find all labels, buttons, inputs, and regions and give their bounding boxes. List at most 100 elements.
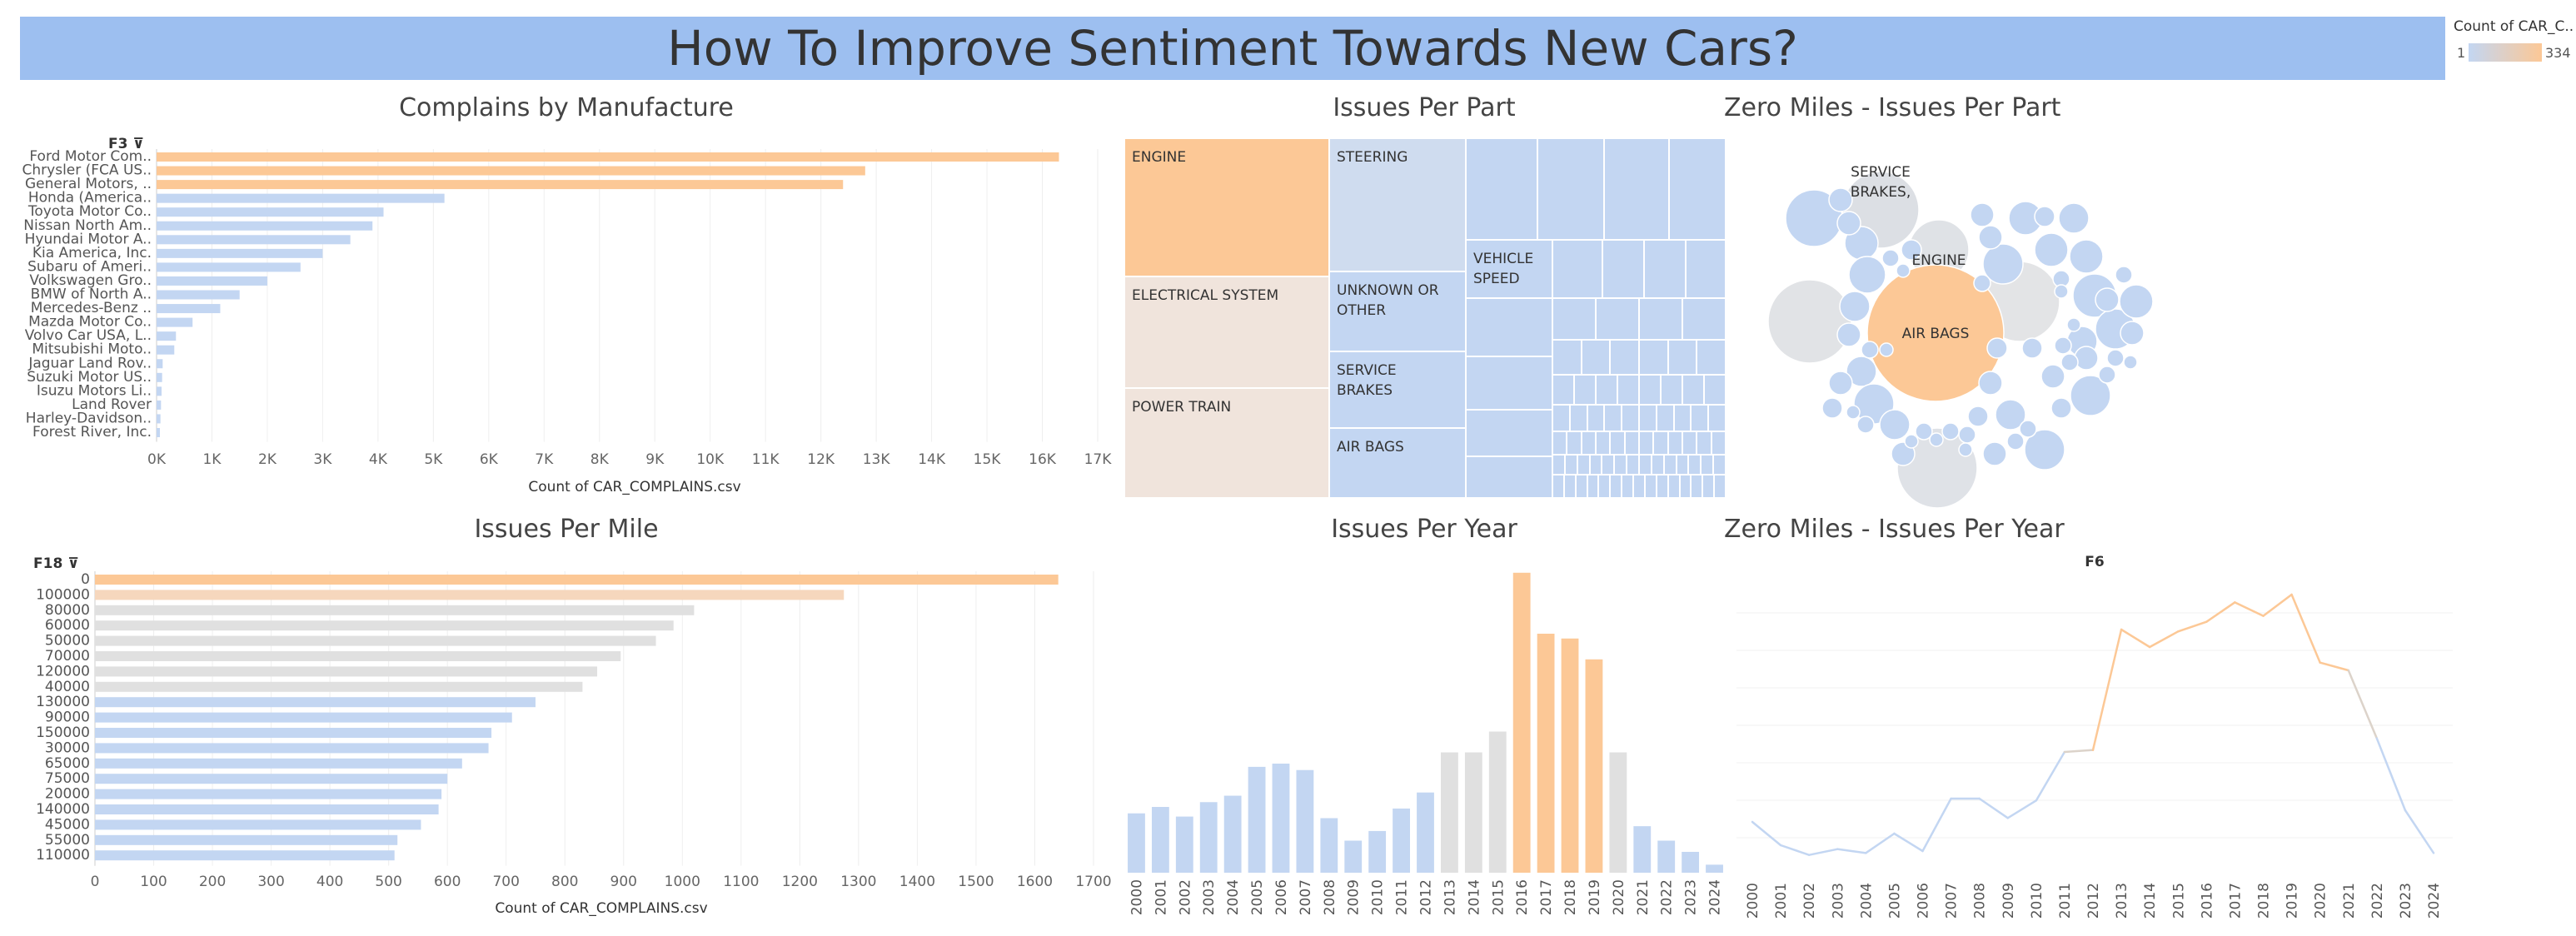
treemap-cell-small[interactable] <box>1663 455 1677 475</box>
treemap-cell-air-bags[interactable]: AIR BAGS <box>1329 428 1466 498</box>
treemap-cell-small[interactable] <box>1697 340 1726 375</box>
treemap-cell-vehicle-speed[interactable]: VEHICLE SPEED <box>1466 240 1552 298</box>
treemap-cell-small[interactable] <box>1610 475 1622 498</box>
treemap-cell-small[interactable] <box>1639 455 1652 475</box>
treemap-cell-small[interactable] <box>1614 455 1627 475</box>
treemap-cell-small[interactable] <box>1714 475 1726 498</box>
treemap-cell-small[interactable] <box>1651 455 1664 475</box>
parts-bubble-chart[interactable]: SERVICE BRAKES, ENGINE AIR BAGS <box>1732 125 2315 508</box>
treemap-cell-small[interactable] <box>1577 455 1590 475</box>
treemap-cell-small[interactable] <box>1604 405 1622 431</box>
treemap-cell-small[interactable] <box>1610 431 1625 455</box>
treemap-cell-small[interactable] <box>1563 475 1576 498</box>
treemap-cell-small[interactable] <box>1701 455 1714 475</box>
treemap-cell-small[interactable] <box>1702 475 1715 498</box>
treemap-cell-small[interactable] <box>1644 475 1657 498</box>
treemap-cell-small[interactable] <box>1552 240 1602 298</box>
treemap-cell-small[interactable] <box>1466 456 1552 498</box>
treemap-cell-small[interactable] <box>1644 240 1686 298</box>
treemap-cell-small[interactable] <box>1589 455 1602 475</box>
treemap-cell-small[interactable] <box>1596 431 1611 455</box>
treemap-cell-small[interactable] <box>1708 405 1726 431</box>
treemap-cell-small[interactable] <box>1682 375 1704 405</box>
treemap-cell-power-train[interactable]: POWER TRAIN <box>1124 388 1329 498</box>
treemap-cell-small[interactable] <box>1466 356 1552 410</box>
treemap-cell-small[interactable] <box>1669 138 1726 240</box>
treemap-cell-small[interactable] <box>1596 298 1639 340</box>
treemap-cell-small[interactable] <box>1604 138 1669 240</box>
treemap-cell-small[interactable] <box>1679 475 1692 498</box>
years-bar-chart[interactable]: 2000 2001 2002 2003 2004 2005 2006 2007 2008 2009… <box>1120 550 1736 936</box>
treemap-cell-small[interactable] <box>1466 410 1552 456</box>
treemap-cell-small[interactable] <box>1667 340 1697 375</box>
treemap-cell-small[interactable] <box>1622 405 1639 431</box>
treemap-cell-small[interactable] <box>1567 431 1582 455</box>
treemap-cell-small[interactable] <box>1587 475 1599 498</box>
treemap-cell-small[interactable] <box>1667 475 1680 498</box>
treemap-cell-small[interactable] <box>1691 405 1709 431</box>
year-tick-label: 2009 <box>1346 879 1363 915</box>
treemap-cell-small[interactable] <box>1682 431 1697 455</box>
manufacturer-bar-chart[interactable]: 0K 1K 2K 3K 4K 5K 6K 7K 8K 9K 10K 11K 12K 13K 14K 15K 16… <box>0 125 1120 500</box>
treemap-cell-small[interactable] <box>1686 240 1726 298</box>
treemap-cell-small[interactable] <box>1466 298 1552 356</box>
treemap-cell-small[interactable] <box>1704 375 1726 405</box>
treemap-cell-engine[interactable]: ENGINE <box>1124 138 1329 276</box>
treemap-cell-small[interactable] <box>1673 405 1692 431</box>
treemap-cell-small[interactable] <box>1552 475 1564 498</box>
treemap-cell-small[interactable] <box>1633 475 1645 498</box>
treemap-cell-small[interactable] <box>1617 375 1639 405</box>
part-bubble <box>2024 429 2065 470</box>
treemap-cell-small[interactable] <box>1552 340 1582 375</box>
treemap-cell-small[interactable] <box>1581 431 1596 455</box>
treemap-cell-small[interactable] <box>1587 405 1605 431</box>
treemap-cell-steering[interactable]: STEERING <box>1329 138 1466 271</box>
treemap-cell-small[interactable] <box>1552 405 1570 431</box>
treemap-cell-small[interactable] <box>1661 375 1682 405</box>
treemap-cell-small[interactable] <box>1552 455 1565 475</box>
treemap-cell-small[interactable] <box>1667 431 1682 455</box>
treemap-cell-small[interactable] <box>1639 340 1668 375</box>
treemap-cell-small[interactable] <box>1639 405 1657 431</box>
treemap-cell-service-brakes[interactable]: SERVICE BRAKES <box>1329 351 1466 428</box>
treemap-cell-small[interactable] <box>1552 431 1567 455</box>
treemap-cell-small[interactable] <box>1564 455 1577 475</box>
treemap-cell-small[interactable] <box>1598 475 1611 498</box>
treemap-cell-small[interactable] <box>1602 455 1615 475</box>
treemap-cell-small[interactable] <box>1682 298 1726 340</box>
treemap-cell-small[interactable] <box>1466 138 1537 240</box>
treemap-cell-small[interactable] <box>1656 475 1668 498</box>
treemap-cell-small[interactable] <box>1624 431 1639 455</box>
treemap-cell-small[interactable] <box>1627 455 1639 475</box>
zero-year-tick-label: 2022 <box>2369 883 2386 919</box>
treemap-cell-small[interactable] <box>1691 475 1703 498</box>
treemap-cell-electrical-system[interactable]: ELECTRICAL SYSTEM <box>1124 276 1329 388</box>
treemap-cell-small[interactable] <box>1602 240 1644 298</box>
color-legend[interactable]: Count of CAR_C.. 1 334 <box>2449 15 2574 73</box>
treemap-cell-unknown-or-other[interactable]: UNKNOWN OR OTHER <box>1329 271 1466 351</box>
treemap-cell-small[interactable] <box>1711 431 1726 455</box>
treemap-cell-small[interactable] <box>1639 298 1682 340</box>
treemap-cell-small[interactable] <box>1697 431 1712 455</box>
treemap-cell-small[interactable] <box>1676 455 1689 475</box>
treemap-cell-small[interactable] <box>1596 375 1617 405</box>
treemap-cell-small[interactable] <box>1713 455 1726 475</box>
treemap-cell-small[interactable] <box>1639 375 1661 405</box>
treemap-cell-small[interactable] <box>1575 475 1587 498</box>
treemap-cell-small[interactable] <box>1688 455 1702 475</box>
treemap-cell-small[interactable] <box>1552 375 1574 405</box>
treemap-cell-small[interactable] <box>1537 138 1604 240</box>
treemap-cell-small[interactable] <box>1574 375 1596 405</box>
treemap-cell-small[interactable] <box>1569 405 1587 431</box>
treemap-cell-small[interactable] <box>1656 405 1674 431</box>
treemap-cell-small[interactable] <box>1552 298 1596 340</box>
treemap-cell-small[interactable] <box>1581 340 1611 375</box>
treemap-cell-small[interactable] <box>1653 431 1668 455</box>
treemap-cell-small[interactable] <box>1622 475 1634 498</box>
parts-treemap[interactable]: ENGINE ELECTRICAL SYSTEM POWER TRAIN STEERI… <box>1124 138 1726 498</box>
zero-line-segment <box>1807 848 1839 856</box>
miles-bar-chart[interactable]: 0 100 200 300 400 500 600 700 800 900 1000 1100 1200… <box>0 550 1120 933</box>
treemap-cell-small[interactable] <box>1610 340 1639 375</box>
zero-miles-line-chart[interactable]: F6 2000 2001 2002 2003 2004 2005 2006 2007 2008 20… <box>1736 550 2453 936</box>
treemap-cell-small[interactable] <box>1639 431 1654 455</box>
